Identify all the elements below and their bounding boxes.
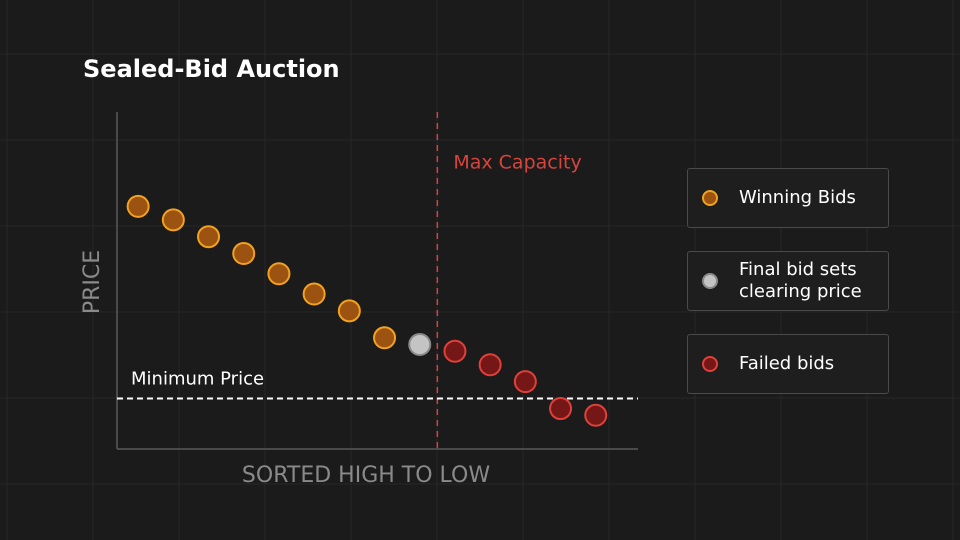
- legend-label: Failed bids: [739, 353, 835, 374]
- bid-point: [161, 208, 185, 232]
- bid-point: [126, 194, 150, 218]
- x-axis-label: SORTED HIGH TO LOW: [242, 463, 490, 488]
- bid-point: [373, 326, 397, 350]
- bid-point: [513, 370, 537, 394]
- legend-swatch: [702, 273, 718, 289]
- bid-point: [197, 225, 221, 249]
- bid-point: [267, 262, 291, 286]
- bid-point: [478, 353, 502, 377]
- legend-label: Final bid sets clearing price: [739, 259, 862, 302]
- minimum-price-label: Minimum Price: [131, 368, 264, 389]
- legend-item: Winning Bids: [687, 168, 889, 228]
- legend-item: Failed bids: [687, 334, 889, 394]
- bid-point: [408, 333, 432, 357]
- chart-title: Sealed-Bid Auction: [83, 55, 340, 83]
- y-axis-label: PRICE: [80, 250, 105, 314]
- max-capacity-label: Max Capacity: [453, 152, 581, 174]
- legend-item: Final bid sets clearing price: [687, 251, 889, 311]
- bid-point: [549, 397, 573, 421]
- legend-swatch: [702, 190, 718, 206]
- bid-point: [232, 242, 256, 266]
- bid-point: [302, 282, 326, 306]
- legend-swatch: [702, 356, 718, 372]
- bid-point: [443, 339, 467, 363]
- legend-label: Winning Bids: [739, 187, 856, 208]
- bid-point: [337, 299, 361, 323]
- bid-point: [584, 403, 608, 427]
